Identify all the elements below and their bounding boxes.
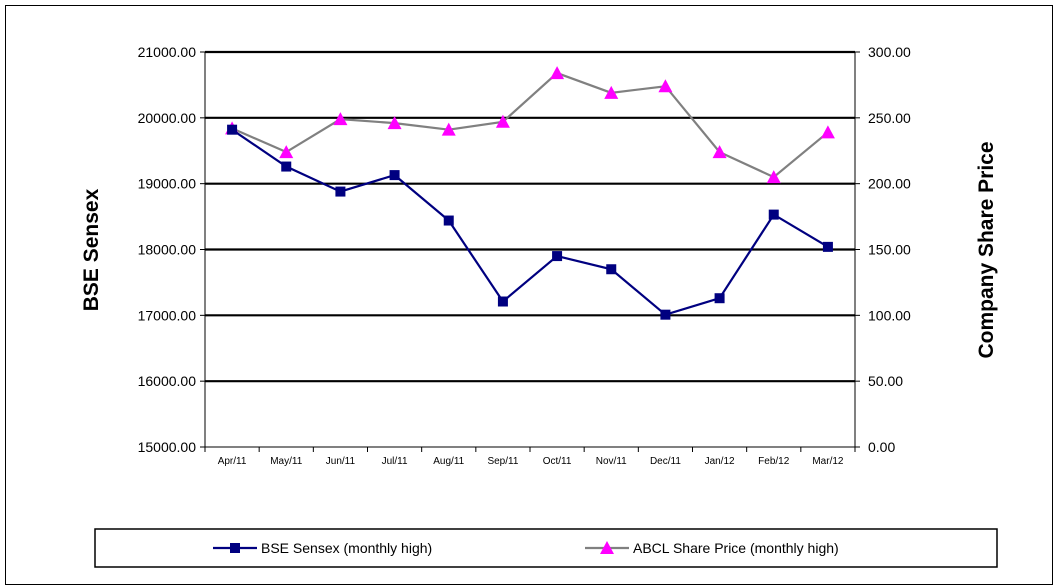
x-tick-label: Nov/11 [596,456,627,467]
abcl-point [550,66,565,80]
bse-point [443,215,454,226]
x-tick-label: Jul/11 [382,456,408,467]
bse-point [227,124,238,135]
bse-point [281,161,292,172]
x-tick-label: May/11 [270,456,302,467]
right-tick-label: 50.00 [868,373,903,389]
right-axis-ticks: 0.00 50.00 100.00 150.00 200.00 250.00 300.00 [855,44,911,455]
left-tick-label: 19000.00 [138,176,197,192]
abcl-point [658,79,673,93]
left-tick-label: 15000.00 [138,439,197,455]
abcl-point [441,122,456,136]
legend: BSE Sensex (monthly high) ABCL Share Pric… [94,528,998,568]
legend-label: BSE Sensex (monthly high) [261,540,432,556]
legend-item-bse-sensex: BSE Sensex (monthly high) [213,540,432,556]
legend-label: ABCL Share Price (monthly high) [633,540,839,556]
x-tick-label: Aug/11 [433,456,464,467]
bse-point [660,309,671,320]
bse-point [389,170,400,181]
left-tick-label: 17000.00 [138,307,197,323]
series-line [231,71,829,179]
x-tick-label: Sep/11 [487,456,518,467]
bse-point [768,209,779,220]
legend-item-abcl-share-price: ABCL Share Price (monthly high) [585,540,839,556]
right-tick-label: 250.00 [868,110,911,126]
right-tick-label: 100.00 [868,307,911,323]
x-tick-label: Jan/12 [705,456,735,467]
left-axis-ticks: 15000.00 16000.00 17000.00 18000.00 19000.00… [138,44,205,455]
left-tick-label: 16000.00 [138,373,197,389]
x-tick-label: Apr/11 [218,456,247,467]
x-axis-ticks: Apr/11 May/11 Jun/11 Jul/11 Aug/11 Sep/11 Oct/… [204,447,856,467]
bse-point [714,293,725,304]
legend-marker [600,541,614,554]
legend-marker [230,543,240,553]
series-layer [225,66,835,320]
series-bse-sensex [227,124,833,320]
bse-point [606,264,617,275]
abcl-point [766,170,781,184]
abcl-point [279,145,294,159]
left-tick-label: 18000.00 [138,242,197,258]
x-tick-label: Jun/11 [326,456,356,467]
abcl-point [820,125,835,139]
bse-point [335,186,346,197]
abcl-point [604,85,619,99]
bse-point [552,251,563,262]
x-tick-label: Dec/11 [650,456,681,467]
x-tick-label: Mar/12 [812,456,844,467]
right-tick-label: 200.00 [868,176,911,192]
x-tick-label: Feb/12 [758,456,790,467]
abcl-point [333,112,348,126]
left-tick-label: 20000.00 [138,110,197,126]
series-line [231,128,829,316]
right-tick-label: 150.00 [868,242,911,258]
x-tick-label: Oct/11 [543,456,572,467]
bse-point [497,296,508,307]
left-axis-title: BSE Sensex [80,188,103,311]
right-tick-label: 300.00 [868,44,911,60]
bse-point [822,241,833,252]
series-abcl-share-price [225,66,835,184]
abcl-point [712,145,727,159]
left-tick-label: 21000.00 [138,44,197,60]
abcl-point [495,114,510,128]
right-axis-title: Company Share Price [975,141,998,358]
abcl-point [387,116,402,130]
right-tick-label: 0.00 [868,439,895,455]
gridlines [205,50,855,383]
